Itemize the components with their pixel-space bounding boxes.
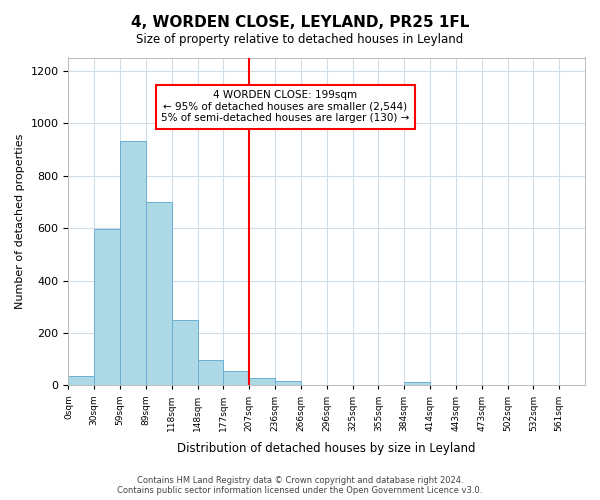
Text: Size of property relative to detached houses in Leyland: Size of property relative to detached ho… [136, 32, 464, 46]
Bar [68, 376, 94, 386]
Bar [249, 378, 275, 386]
Bar [404, 382, 430, 386]
Bar [146, 202, 172, 386]
Text: Contains HM Land Registry data © Crown copyright and database right 2024.
Contai: Contains HM Land Registry data © Crown c… [118, 476, 482, 495]
Text: 4, WORDEN CLOSE, LEYLAND, PR25 1FL: 4, WORDEN CLOSE, LEYLAND, PR25 1FL [131, 15, 469, 30]
Bar [223, 370, 249, 386]
Y-axis label: Number of detached properties: Number of detached properties [15, 134, 25, 309]
Bar [275, 381, 301, 386]
Text: 4 WORDEN CLOSE: 199sqm
← 95% of detached houses are smaller (2,544)
5% of semi-d: 4 WORDEN CLOSE: 199sqm ← 95% of detached… [161, 90, 410, 124]
Bar [94, 230, 120, 386]
Bar [120, 142, 146, 386]
Bar [197, 360, 223, 386]
Bar [172, 320, 197, 386]
X-axis label: Distribution of detached houses by size in Leyland: Distribution of detached houses by size … [178, 442, 476, 455]
